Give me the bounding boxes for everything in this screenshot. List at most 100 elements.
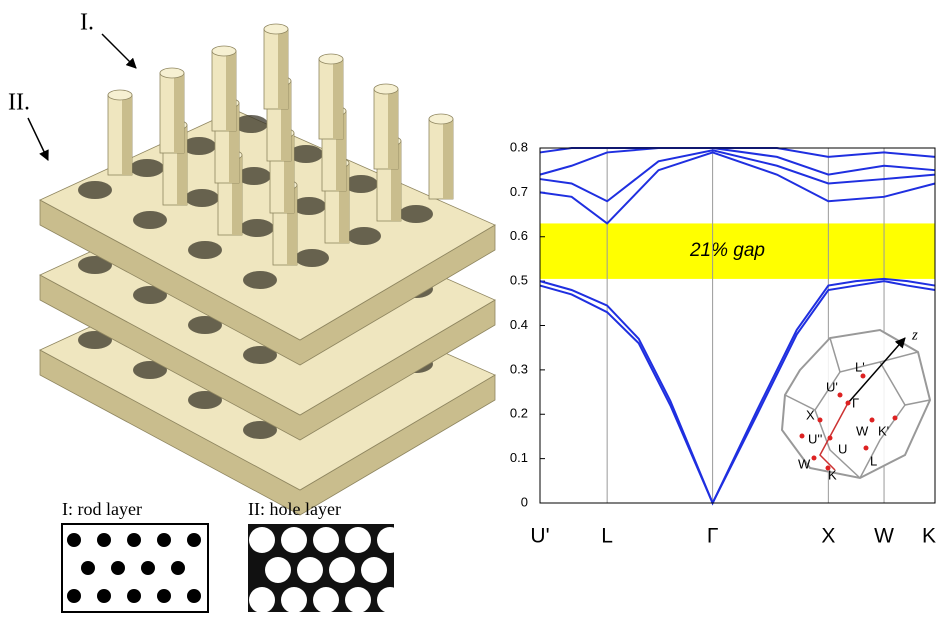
hole-dot	[377, 527, 403, 553]
rod-shade	[339, 163, 349, 243]
hole	[188, 391, 222, 409]
rod-shade	[391, 141, 401, 221]
hole-arrow	[27, 117, 49, 161]
hole-dot	[313, 587, 339, 613]
rod-top	[159, 67, 185, 79]
hole	[344, 175, 378, 193]
rod-label: I.	[80, 10, 94, 36]
gap-label: 21% gap	[689, 240, 765, 261]
crystal-structure	[39, 23, 496, 516]
bz-point	[817, 417, 823, 423]
bz-point	[837, 392, 843, 398]
rod-shade	[443, 119, 453, 199]
hole	[234, 115, 268, 133]
x-tick-label: L	[601, 525, 613, 548]
bz-label: U'	[826, 379, 838, 394]
hole	[78, 256, 112, 274]
rod-dot	[187, 533, 201, 547]
hole	[347, 227, 381, 245]
bz-label: L	[870, 453, 877, 468]
rod-dot	[157, 533, 171, 547]
x-tick-label: X	[821, 525, 835, 548]
rod-top	[373, 83, 399, 95]
x-tick-label: Γ	[707, 525, 719, 548]
band	[539, 277, 936, 506]
bz-label: L'	[855, 359, 865, 374]
hole-dot	[345, 587, 371, 613]
y-tick-label: 0.7	[510, 184, 528, 199]
y-tick-label: 0.4	[510, 317, 528, 332]
rod-dot	[97, 533, 111, 547]
bz-axis-label: z	[911, 327, 918, 343]
rod-dot	[67, 589, 81, 603]
hole-dot	[265, 557, 291, 583]
y-tick-label: 0.6	[510, 228, 528, 243]
bz-label: U''	[808, 431, 822, 446]
hole-dot	[313, 527, 339, 553]
rod-dot	[187, 589, 201, 603]
bz-label: X	[806, 407, 815, 422]
y-tick-label: 0.8	[510, 139, 528, 154]
plot-frame	[539, 147, 936, 504]
hole	[182, 137, 216, 155]
rod-shade	[122, 95, 132, 175]
rod-dot	[157, 589, 171, 603]
hole-dot	[377, 587, 403, 613]
y-tick-label: 0.3	[510, 361, 528, 376]
bz-label: U	[838, 441, 847, 456]
gap-band	[540, 223, 935, 279]
rod-dot	[81, 561, 95, 575]
rod-pattern	[67, 533, 201, 603]
rod-shade	[229, 103, 239, 183]
rod-dot	[97, 589, 111, 603]
hole-dot	[249, 587, 275, 613]
rod-top	[107, 89, 133, 101]
bz-label: W	[798, 456, 811, 471]
hole-label: II.	[8, 90, 30, 116]
x-tick-label: W	[874, 525, 894, 548]
hole-layer-title: II: hole layer	[248, 499, 341, 519]
hole-dot	[249, 527, 275, 553]
bz-point	[863, 445, 869, 451]
band	[539, 151, 936, 225]
bz-label: Γ	[852, 395, 859, 410]
rod-shade	[336, 111, 346, 191]
bz-label: K	[828, 467, 837, 482]
hole	[130, 159, 164, 177]
bz-point	[892, 415, 898, 421]
hole-dot	[329, 557, 355, 583]
hole	[188, 316, 222, 334]
bz-label: W	[856, 423, 869, 438]
rod-dot	[141, 561, 155, 575]
y-tick-label: 0.1	[510, 450, 528, 465]
rod-shade	[232, 155, 242, 235]
rod-top	[318, 53, 344, 65]
bz-point	[799, 433, 805, 439]
rod-top	[211, 45, 237, 57]
rod-shade	[278, 29, 288, 109]
hole	[399, 205, 433, 223]
rod-shade	[333, 59, 343, 139]
bz-point	[811, 455, 817, 461]
band	[539, 149, 936, 203]
hole-dot	[345, 527, 371, 553]
rod-dot	[67, 533, 81, 547]
rod-shade	[287, 185, 297, 265]
bz-point	[825, 465, 831, 471]
band-diagram: 21% gap U' L Γ X W K 0 0.1 0.2 0.3 0.4 0.5 0.6 0.7 0.8	[510, 139, 936, 547]
rod-shade	[177, 125, 187, 205]
rod-dot	[111, 561, 125, 575]
rod-shade	[226, 51, 236, 131]
y-tick-label: 0.5	[510, 273, 528, 288]
hole	[243, 421, 277, 439]
hole	[243, 346, 277, 364]
x-tick-label: K	[922, 525, 936, 548]
bz-point	[869, 417, 875, 423]
y-tick-label: 0	[521, 494, 528, 509]
hole	[240, 219, 274, 237]
hole	[292, 197, 326, 215]
x-tick-label: U'	[530, 525, 549, 548]
hole	[133, 286, 167, 304]
rod-top	[428, 113, 454, 125]
